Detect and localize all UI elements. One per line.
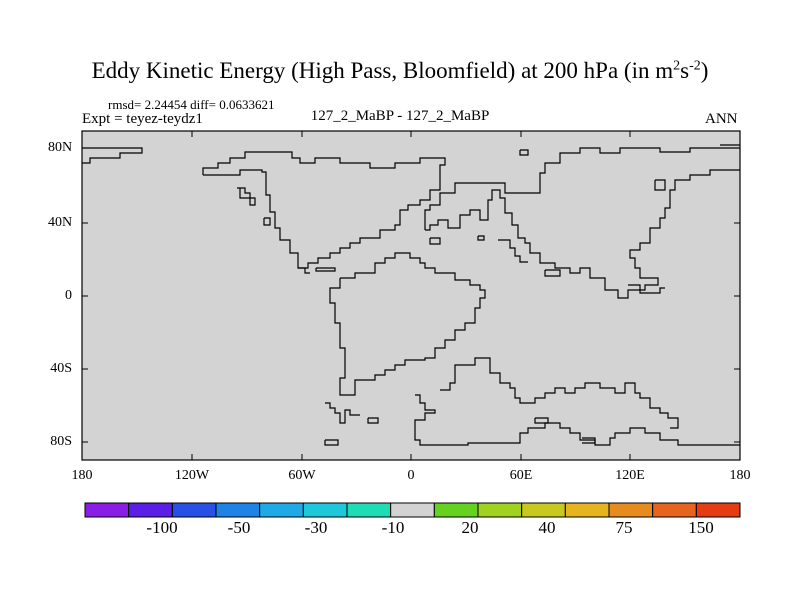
coastline-siberia-island <box>519 149 529 156</box>
colorbar-label: 75 <box>615 518 633 537</box>
x-tick-label-0: 0 <box>407 468 415 483</box>
colorbar-box <box>390 502 435 518</box>
x-tick-label-180w: 180 <box>71 468 93 483</box>
title-sup-2: 2 <box>673 58 681 74</box>
x-tick-label-60e: 60E <box>509 468 533 483</box>
colorbar-box <box>84 502 130 518</box>
coastline-antarctica-main <box>440 357 679 429</box>
colorbar-label: 150 <box>688 518 714 537</box>
colorbar-label: -30 <box>304 518 328 537</box>
stats-label: rmsd= 2.24454 diff= 0.0633621 <box>108 97 275 112</box>
coastline-antarctica-west <box>325 402 360 424</box>
coastline-south-america <box>329 252 486 396</box>
coastline-north-america <box>202 151 446 269</box>
x-tick-label-60w: 60W <box>288 468 316 483</box>
figure-title: Eddy Kinetic Energy (High Pass, Bloomfie… <box>0 58 800 84</box>
title-s: s <box>680 58 690 83</box>
coastline-se-asia <box>628 284 665 294</box>
coastline-patagonia-isle <box>324 439 339 446</box>
period-label: ANN <box>705 111 738 127</box>
y-tick-label-40n: 40N <box>48 215 73 230</box>
coastline-arctic-west <box>82 147 143 164</box>
map-background <box>82 131 740 460</box>
axis-ticks <box>82 131 740 460</box>
colorbar-box <box>215 502 261 518</box>
colorbar-box <box>346 502 392 518</box>
coastline-india <box>544 269 561 277</box>
coastlines <box>82 144 740 446</box>
colorbar-label: -10 <box>381 518 405 537</box>
colorbar-label: 40 <box>538 518 556 537</box>
coastline-greenland <box>237 187 256 206</box>
colorbar-box <box>652 502 697 518</box>
coastline-asia-north <box>424 147 740 230</box>
colorbar-box <box>477 502 523 518</box>
coastline-arabian <box>498 239 528 263</box>
colorbar-label: 20 <box>461 518 479 537</box>
coastline-south-islands <box>367 417 379 424</box>
colorbar-box <box>128 502 173 518</box>
coastline-mediterranean <box>429 237 441 245</box>
coastline-eurasia <box>425 169 740 299</box>
colorbar-box <box>695 502 741 518</box>
coastline-central-america <box>298 267 310 274</box>
center-label: 127_2_MaBP - 127_2_MaBP <box>310 108 490 124</box>
y-tick-label-0: 0 <box>65 288 72 303</box>
title-sup-neg2: -2 <box>689 58 701 74</box>
x-tick-label-120e: 120E <box>615 468 645 483</box>
y-tick-label-80s: 80S <box>50 434 72 449</box>
colorbar-box <box>608 502 654 518</box>
title-main: Eddy Kinetic Energy (High Pass, Bloomfie… <box>91 58 674 83</box>
title-end: ) <box>700 58 709 83</box>
colorbar-label: -50 <box>227 518 251 537</box>
coastline-africa-south <box>414 394 740 446</box>
x-tick-label-180e: 180 <box>729 468 751 483</box>
y-tick-label-80n: 80N <box>48 140 73 155</box>
coastline-antarctic-island <box>582 437 596 444</box>
coastline-ellesmere <box>263 217 271 226</box>
x-tick-label-120w: 120W <box>174 468 210 483</box>
colorbar-label: -100 <box>146 518 178 537</box>
y-tick-label-40s: 40S <box>50 361 72 376</box>
colorbar-box <box>302 502 348 518</box>
colorbar-box <box>259 502 304 518</box>
experiment-label: Expt = teyez-teydz1 <box>82 111 203 127</box>
coastline-small-island-1 <box>477 235 485 241</box>
colorbar-box <box>521 502 566 518</box>
colorbar-box <box>564 502 610 518</box>
coastline-cuba <box>315 267 336 272</box>
colorbar-box <box>433 502 479 518</box>
colorbar-box <box>171 502 217 518</box>
coastline-kamchatka <box>654 179 666 191</box>
coastline-antarctic-peninsula <box>534 417 549 424</box>
